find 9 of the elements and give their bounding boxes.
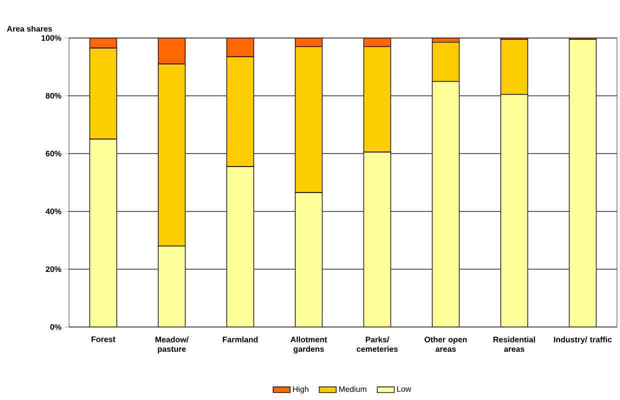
- bar: [89, 138, 118, 327]
- bar: [363, 152, 392, 327]
- bar: [568, 39, 597, 327]
- bar: [432, 81, 460, 327]
- bar: [158, 246, 186, 327]
- bar: [432, 42, 460, 82]
- bar: [294, 192, 323, 327]
- bar: [500, 94, 528, 327]
- bar: [226, 166, 254, 327]
